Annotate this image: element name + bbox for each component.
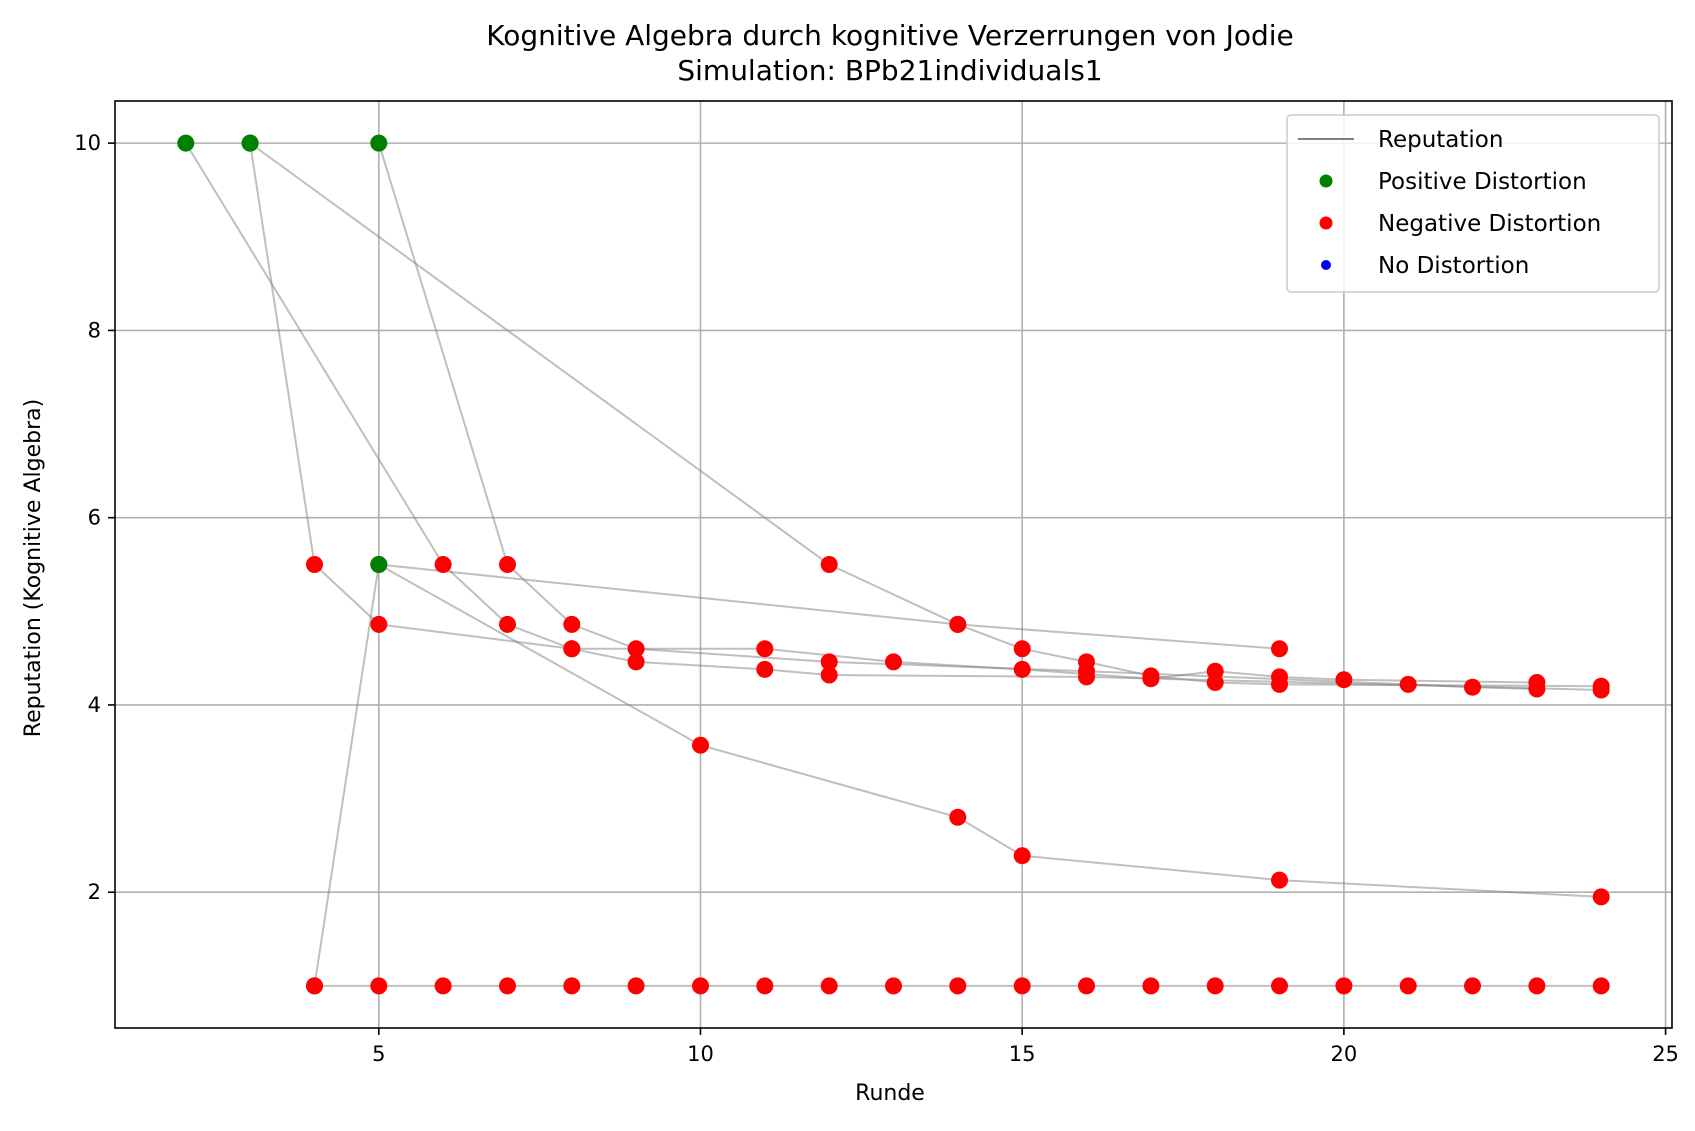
y-axis-label: Reputation (Kognitive Algebra) [21, 399, 46, 737]
data-point [1013, 660, 1031, 678]
data-point [499, 615, 516, 633]
data-point [949, 808, 967, 826]
data-point [885, 977, 902, 995]
y-tick-label: 2 [88, 880, 101, 904]
legend: Reputation Positive Distortion Negative … [1286, 114, 1660, 293]
data-point [563, 977, 581, 995]
data-point [1078, 662, 1095, 680]
data-point [1528, 977, 1546, 995]
legend-box [1286, 114, 1660, 293]
x-axis-label: Runde [855, 1081, 925, 1106]
data-point [627, 977, 645, 995]
data-point [820, 653, 838, 671]
data-point [756, 660, 774, 678]
data-point [1013, 847, 1031, 865]
data-point [820, 666, 838, 684]
y-tick-label: 10 [74, 131, 101, 155]
chart-subtitle: Simulation: BPb21individuals1 [677, 54, 1102, 87]
data-point [499, 977, 516, 995]
data-point [370, 556, 388, 573]
reputation-line [378, 563, 1602, 898]
data-point [1206, 977, 1224, 995]
data-point [820, 977, 838, 995]
x-tick-label: 20 [1331, 1042, 1358, 1066]
data-points [177, 134, 1610, 995]
data-point [820, 556, 838, 573]
data-point [1335, 977, 1353, 995]
data-point [1271, 977, 1288, 995]
data-point [370, 977, 388, 995]
data-point [1464, 678, 1481, 696]
data-point [1271, 871, 1288, 889]
data-point [1206, 662, 1224, 680]
data-point [563, 640, 581, 658]
chart-title: Kognitive Algebra durch kognitive Verzer… [486, 19, 1294, 52]
legend-marker-none [1321, 260, 1331, 270]
plot-frame [114, 100, 1673, 1029]
data-point [756, 640, 774, 658]
data-point [1399, 675, 1417, 693]
data-point [756, 977, 774, 995]
data-point [241, 134, 259, 152]
legend-marker-negative [1319, 216, 1333, 230]
legend-marker-positive [1319, 174, 1333, 188]
data-point [1142, 670, 1160, 688]
y-axis-ticks: 2 4 6 8 10 [74, 131, 115, 904]
data-point [499, 556, 516, 573]
y-tick-label: 4 [88, 693, 101, 717]
legend-label-positive: Positive Distortion [1378, 169, 1587, 195]
data-point [563, 615, 581, 633]
legend-label-reputation: Reputation [1378, 127, 1503, 153]
data-point [692, 977, 709, 995]
data-point [885, 653, 902, 671]
data-point [1528, 680, 1546, 698]
legend-label-negative: Negative Distortion [1378, 211, 1601, 237]
data-point [434, 977, 452, 995]
legend-label-none: No Distortion [1378, 253, 1529, 279]
data-point [370, 615, 388, 633]
data-point [306, 556, 323, 573]
data-point [627, 640, 645, 658]
data-point [1592, 888, 1610, 906]
x-tick-label: 15 [1009, 1042, 1036, 1066]
data-point [1592, 977, 1610, 995]
x-axis-ticks: 5 10 15 20 25 [372, 1028, 1679, 1066]
x-tick-label: 25 [1652, 1042, 1679, 1066]
data-point [370, 134, 388, 152]
y-tick-label: 8 [88, 318, 101, 342]
data-point [1078, 977, 1095, 995]
data-point [1271, 640, 1288, 658]
data-point [1013, 640, 1031, 658]
data-point [177, 134, 195, 152]
data-point [627, 653, 645, 671]
x-tick-label: 5 [372, 1042, 385, 1066]
data-point [949, 615, 967, 633]
data-point [1142, 977, 1160, 995]
data-point [1013, 977, 1031, 995]
data-point [306, 977, 323, 995]
y-tick-label: 6 [88, 506, 101, 530]
data-point [434, 556, 452, 573]
data-point [1271, 668, 1288, 686]
data-point [692, 736, 709, 754]
data-point [949, 977, 967, 995]
data-point [1464, 977, 1481, 995]
data-point [1335, 671, 1353, 689]
data-point [1399, 977, 1417, 995]
data-point [1592, 677, 1610, 695]
x-tick-label: 10 [687, 1042, 714, 1066]
reputation-line [313, 563, 1280, 987]
